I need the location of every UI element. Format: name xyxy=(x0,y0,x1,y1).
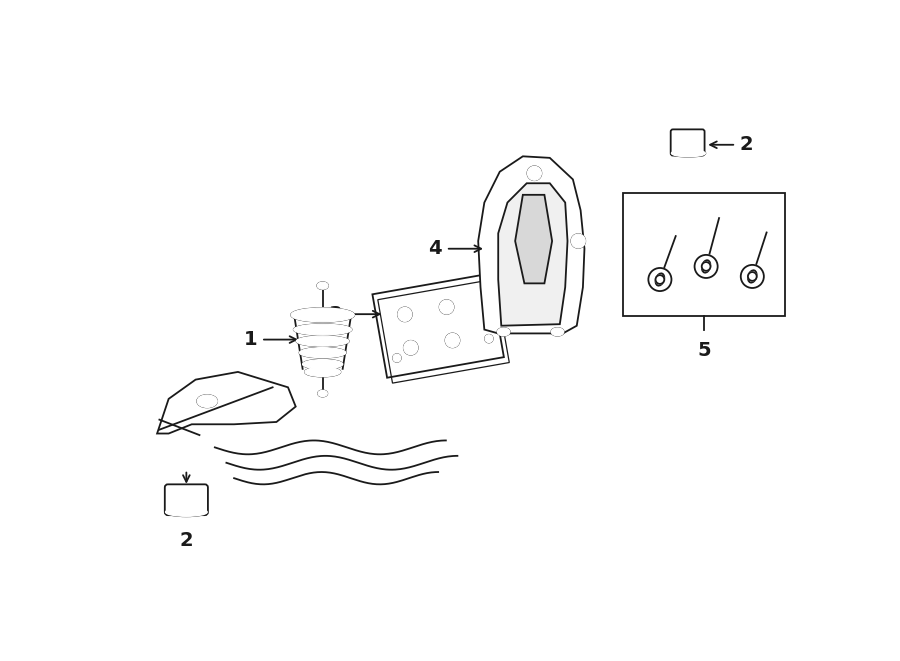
Ellipse shape xyxy=(748,270,757,283)
Ellipse shape xyxy=(655,274,664,286)
Bar xyxy=(623,193,785,317)
Text: 2: 2 xyxy=(740,136,753,154)
Ellipse shape xyxy=(293,324,352,335)
Ellipse shape xyxy=(197,395,217,407)
Circle shape xyxy=(398,307,412,321)
Text: 3: 3 xyxy=(328,305,342,324)
Circle shape xyxy=(695,255,717,278)
FancyBboxPatch shape xyxy=(670,130,705,155)
Polygon shape xyxy=(499,183,568,326)
Circle shape xyxy=(440,300,454,314)
Text: 2: 2 xyxy=(179,531,194,551)
Ellipse shape xyxy=(300,348,346,358)
FancyBboxPatch shape xyxy=(165,485,208,515)
Polygon shape xyxy=(158,372,296,434)
Circle shape xyxy=(648,268,671,291)
Text: 4: 4 xyxy=(428,239,442,258)
Circle shape xyxy=(741,265,764,288)
Ellipse shape xyxy=(318,282,328,289)
Ellipse shape xyxy=(305,368,340,377)
Text: 1: 1 xyxy=(244,330,257,349)
Ellipse shape xyxy=(552,328,563,336)
Circle shape xyxy=(446,333,459,347)
Text: 5: 5 xyxy=(697,341,711,360)
Polygon shape xyxy=(515,195,552,284)
Ellipse shape xyxy=(302,360,343,369)
Circle shape xyxy=(572,234,585,248)
Circle shape xyxy=(178,491,194,508)
Circle shape xyxy=(527,167,541,180)
Circle shape xyxy=(485,335,493,342)
Ellipse shape xyxy=(671,150,706,157)
Polygon shape xyxy=(373,274,504,377)
Ellipse shape xyxy=(166,508,207,516)
Circle shape xyxy=(393,354,400,362)
Circle shape xyxy=(682,139,695,151)
Ellipse shape xyxy=(318,391,328,397)
Ellipse shape xyxy=(702,260,710,272)
Ellipse shape xyxy=(291,308,355,322)
Circle shape xyxy=(404,341,418,355)
Ellipse shape xyxy=(296,336,349,346)
Circle shape xyxy=(748,272,757,281)
Circle shape xyxy=(655,275,664,284)
Polygon shape xyxy=(478,156,584,333)
Ellipse shape xyxy=(498,328,509,336)
Circle shape xyxy=(702,262,710,271)
